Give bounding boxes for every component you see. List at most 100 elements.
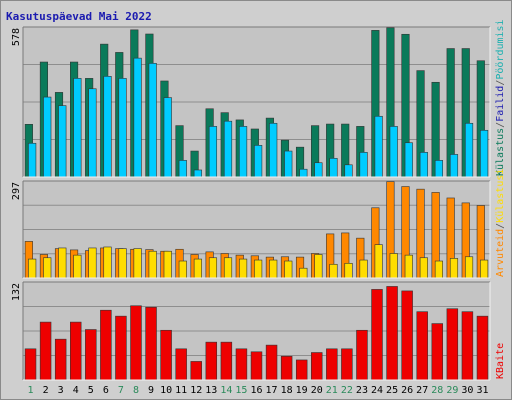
bar-files-day-31 — [480, 129, 489, 178]
bar-files-day-18 — [284, 150, 293, 178]
bar-files-day-10 — [163, 97, 172, 178]
bar-files-day-26 — [404, 142, 413, 178]
bar-kbaite-day-21 — [326, 348, 338, 381]
bar-files-day-30 — [464, 256, 474, 279]
bar-files-day-3 — [58, 105, 67, 178]
bar-files-day-5 — [88, 247, 97, 279]
x-tick-label: 14 — [220, 385, 232, 396]
bar-files-day-20 — [314, 254, 323, 279]
x-tick-label: 31 — [476, 385, 488, 396]
bar-kbaite-day-27 — [416, 311, 428, 381]
bar-files-day-11 — [178, 260, 187, 279]
bar-files-day-9 — [148, 63, 157, 178]
y-max-label: 297 — [11, 182, 22, 200]
x-tick-label: 6 — [103, 385, 109, 396]
bar-kbaite-day-23 — [356, 329, 368, 381]
legend-entry: / — [495, 122, 506, 128]
bar-kbaite-day-12 — [190, 361, 202, 381]
legend-kbytes: KBaite — [495, 343, 506, 379]
bar-files-day-22 — [344, 164, 353, 178]
bar-kbaite-day-3 — [54, 338, 67, 381]
bar-files-day-24 — [374, 115, 383, 178]
bar-kbaite-day-16 — [250, 351, 263, 381]
x-tick-label: 7 — [118, 385, 124, 396]
bar-kbaite-day-9 — [145, 306, 157, 381]
panel-kbytes: 132 KBaite — [11, 281, 506, 381]
bar-files-day-26 — [404, 254, 413, 279]
x-tick-label: 2 — [43, 385, 49, 396]
bar-files-day-16 — [254, 259, 263, 279]
x-tick-label: 22 — [341, 385, 353, 396]
bar-files-day-30 — [464, 122, 474, 178]
x-tick-label: 19 — [296, 385, 308, 396]
bar-files-day-1 — [28, 258, 37, 279]
bar-files-day-21 — [329, 263, 338, 279]
x-tick-label: 3 — [58, 385, 64, 396]
bar-kbaite-day-26 — [401, 290, 413, 381]
panels-layer: 578 Külastus/Failid/Pöördumisi 297 Arvuteid… — [11, 19, 506, 381]
bar-files-day-17 — [269, 259, 278, 279]
legend-hits: Arvuteid/Külastusi — [495, 169, 506, 277]
x-tick-label: 13 — [205, 385, 217, 396]
bar-kbaite-day-2 — [39, 321, 52, 381]
x-tick-label: 25 — [386, 385, 398, 396]
x-axis: 1 2 3 4 5 6 7 8 9 10 11 12 13 14 15 16 17 18 19 20 21 22 23 24 2… — [28, 385, 489, 396]
bar-kbaite-day-4 — [70, 321, 82, 381]
x-tick-label: 26 — [401, 385, 413, 396]
bar-files-day-27 — [419, 257, 428, 279]
bar-kbaite-day-14 — [220, 341, 233, 381]
bar-files-day-29 — [449, 154, 459, 178]
bar-files-day-28 — [434, 260, 444, 279]
bar-kbaite-day-19 — [295, 359, 308, 381]
bar-files-day-25 — [389, 253, 398, 279]
bar-files-day-4 — [73, 254, 82, 279]
bar-files-day-7 — [118, 78, 127, 178]
bar-files-day-27 — [419, 152, 428, 178]
legend-visits-files: Külastus/Failid/Pöördumisi — [495, 19, 506, 176]
x-tick-label: 27 — [416, 385, 428, 396]
legend-entry: KBaite — [495, 343, 506, 379]
legend-entry: Pöördumisi — [495, 19, 506, 79]
x-tick-label: 28 — [431, 385, 443, 396]
bar-files-day-7 — [118, 248, 127, 279]
bar-kbaite-day-17 — [265, 344, 278, 381]
bar-kbaite-day-18 — [280, 355, 293, 381]
panel-visits-files: 578 Külastus/Failid/Pöördumisi — [11, 19, 506, 178]
bar-files-day-17 — [269, 122, 278, 178]
x-tick-label: 11 — [175, 385, 187, 396]
bar-files-day-5 — [88, 88, 97, 178]
bar-files-day-1 — [28, 142, 37, 178]
legend-entry: Failid — [495, 86, 506, 122]
bar-kbaite-day-13 — [205, 341, 218, 381]
bar-files-day-23 — [359, 152, 368, 178]
bar-files-day-4 — [73, 78, 82, 178]
bar-kbaite-day-29 — [446, 308, 459, 381]
bar-files-day-8 — [133, 248, 142, 279]
x-tick-label: 16 — [250, 385, 262, 396]
bar-kbaite-day-30 — [461, 311, 474, 381]
bar-files-day-15 — [239, 258, 248, 279]
bar-files-day-19 — [299, 267, 308, 279]
bar-files-day-2 — [43, 257, 52, 279]
bar-kbaite-day-20 — [311, 352, 323, 381]
bar-kbaite-day-7 — [115, 315, 127, 381]
y-max-label: 578 — [11, 28, 22, 46]
bar-files-day-18 — [284, 260, 293, 279]
x-tick-label: 23 — [356, 385, 368, 396]
legend-entry: / — [495, 80, 506, 86]
bar-files-day-2 — [43, 96, 52, 178]
bar-files-day-15 — [239, 126, 248, 178]
bar-files-day-29 — [449, 258, 459, 279]
bar-kbaite-day-11 — [175, 348, 187, 381]
panel-hits: 297 Arvuteid/Külastusi — [11, 169, 506, 279]
bar-kbaite-day-22 — [341, 348, 353, 381]
x-tick-label: 20 — [311, 385, 323, 396]
y-max-label: 132 — [11, 283, 22, 301]
bar-files-day-6 — [103, 246, 112, 279]
bar-files-day-28 — [434, 160, 444, 178]
bar-kbaite-day-25 — [386, 286, 398, 381]
legend-entry: / — [495, 223, 506, 229]
legend-entry: Külastusi — [495, 169, 506, 223]
